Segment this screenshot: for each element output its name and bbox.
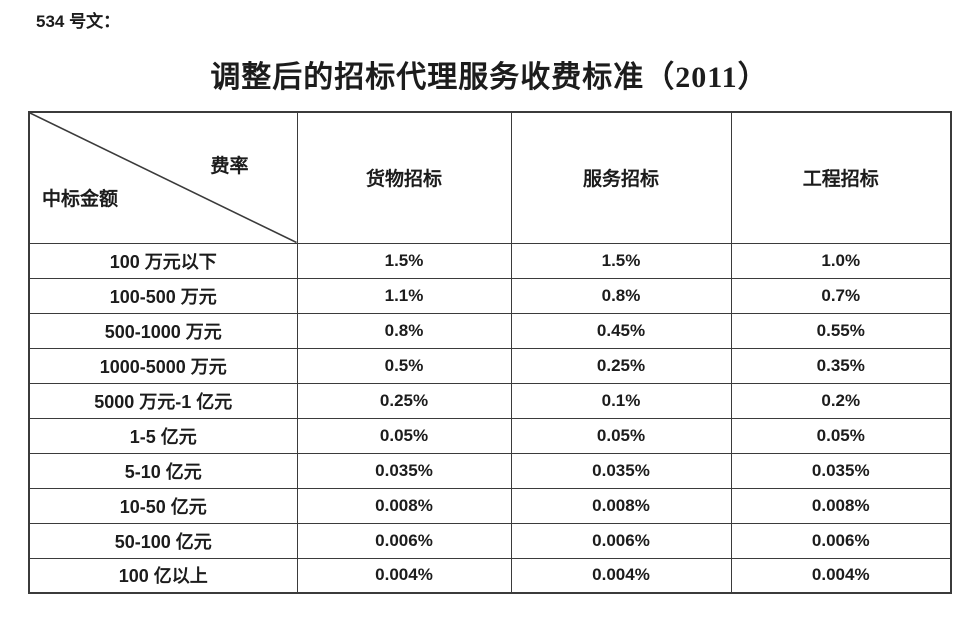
service-rate-cell: 1.5% [510, 242, 732, 279]
engineering-rate-cell: 0.035% [730, 452, 952, 489]
service-rate-cell: 0.05% [510, 417, 732, 454]
goods-rate-cell: 0.25% [296, 382, 512, 419]
amount-cell: 1-5 亿元 [28, 417, 298, 454]
amount-cell: 100 亿以上 [28, 557, 298, 594]
amount-cell: 500-1000 万元 [28, 312, 298, 349]
diagonal-header-cell: 费率 中标金额 [28, 111, 298, 244]
goods-rate-cell: 0.008% [296, 487, 512, 524]
engineering-rate-cell: 1.0% [730, 242, 952, 279]
engineering-rate-cell: 0.004% [730, 557, 952, 594]
service-rate-cell: 0.004% [510, 557, 732, 594]
table-row: 100 万元以下 1.5% 1.5% 1.0% [28, 242, 952, 279]
document-number-label: 534 号文： [36, 12, 121, 31]
engineering-rate-cell: 0.35% [730, 347, 952, 384]
service-rate-cell: 0.008% [510, 487, 732, 524]
service-rate-cell: 0.45% [510, 312, 732, 349]
engineering-rate-cell: 0.7% [730, 277, 952, 314]
corner-label-amount: 中标金额 [42, 188, 119, 210]
goods-rate-cell: 0.004% [296, 557, 512, 594]
service-rate-cell: 0.1% [510, 382, 732, 419]
goods-rate-cell: 0.006% [296, 522, 512, 559]
table-row: 100 亿以上 0.004% 0.004% 0.004% [28, 557, 952, 594]
column-header-goods: 货物招标 [296, 111, 512, 244]
page-title: 调整后的招标代理服务收费标准（2011） [210, 61, 769, 94]
table-row: 100-500 万元 1.1% 0.8% 0.7% [28, 277, 952, 314]
corner-label-rate: 费率 [210, 156, 249, 177]
amount-cell: 5-10 亿元 [28, 452, 298, 489]
fee-standard-table: 费率 中标金额 货物招标 服务招标 工程招标 100 万元以下 1.5% 1.5… [28, 111, 952, 594]
amount-cell: 5000 万元-1 亿元 [28, 382, 298, 419]
amount-cell: 1000-5000 万元 [28, 347, 298, 384]
goods-rate-cell: 1.1% [296, 277, 512, 314]
goods-rate-cell: 0.035% [296, 452, 512, 489]
table-row: 5000 万元-1 亿元 0.25% 0.1% 0.2% [28, 382, 952, 419]
table-row: 50-100 亿元 0.006% 0.006% 0.006% [28, 522, 952, 559]
goods-rate-cell: 1.5% [296, 242, 512, 279]
table-header-row: 费率 中标金额 货物招标 服务招标 工程招标 [28, 111, 952, 244]
amount-cell: 10-50 亿元 [28, 487, 298, 524]
goods-rate-cell: 0.5% [296, 347, 512, 384]
amount-cell: 100-500 万元 [28, 277, 298, 314]
table-row: 1000-5000 万元 0.5% 0.25% 0.35% [28, 347, 952, 384]
engineering-rate-cell: 0.006% [730, 522, 952, 559]
service-rate-cell: 0.8% [510, 277, 732, 314]
engineering-rate-cell: 0.2% [730, 382, 952, 419]
service-rate-cell: 0.035% [510, 452, 732, 489]
engineering-rate-cell: 0.008% [730, 487, 952, 524]
table-row: 500-1000 万元 0.8% 0.45% 0.55% [28, 312, 952, 349]
service-rate-cell: 0.25% [510, 347, 732, 384]
goods-rate-cell: 0.8% [296, 312, 512, 349]
service-rate-cell: 0.006% [510, 522, 732, 559]
amount-cell: 100 万元以下 [28, 242, 298, 279]
column-header-engineering: 工程招标 [730, 111, 952, 244]
table-row: 5-10 亿元 0.035% 0.035% 0.035% [28, 452, 952, 489]
table-row: 1-5 亿元 0.05% 0.05% 0.05% [28, 417, 952, 454]
amount-cell: 50-100 亿元 [28, 522, 298, 559]
table-row: 10-50 亿元 0.008% 0.008% 0.008% [28, 487, 952, 524]
diagonal-divider-line [30, 113, 297, 243]
column-header-service: 服务招标 [510, 111, 732, 244]
goods-rate-cell: 0.05% [296, 417, 512, 454]
engineering-rate-cell: 0.55% [730, 312, 952, 349]
engineering-rate-cell: 0.05% [730, 417, 952, 454]
